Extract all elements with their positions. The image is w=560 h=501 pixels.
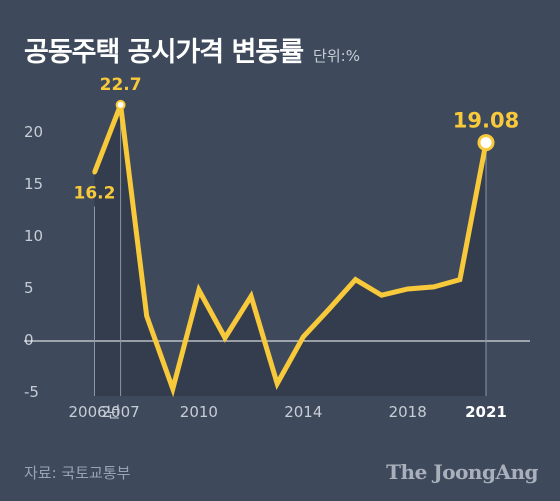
data-point: [327, 307, 331, 311]
y-tick-label: 20: [24, 123, 43, 141]
chart-title: 공동주택 공시가격 변동률: [24, 37, 304, 68]
data-point: [432, 285, 436, 289]
x-tick-label: 2007: [102, 403, 140, 421]
data-label: 16.2: [74, 184, 116, 204]
y-tick-label: 0: [24, 331, 34, 349]
y-tick-label: 5: [24, 279, 34, 297]
brand-logo: The JoongAng: [386, 460, 538, 484]
data-label: 22.7: [100, 75, 142, 95]
data-point: [458, 278, 462, 282]
data-point: [145, 314, 149, 318]
title-row: 공동주택 공시가격 변동률 단위:%: [24, 30, 360, 69]
data-point: [249, 294, 253, 298]
x-tick-label: 2014: [284, 403, 322, 421]
data-point: [275, 382, 279, 386]
data-point: [477, 134, 495, 152]
series-line: [92, 104, 489, 398]
data-label: 19.08: [453, 109, 519, 133]
data-point: [197, 288, 201, 292]
x-tick-label: 2018: [389, 403, 427, 421]
area-fill: [94, 104, 486, 397]
x-tick-label: 2010: [180, 403, 218, 421]
data-point: [301, 335, 305, 339]
data-point: [354, 278, 358, 282]
x-tick-label: 2006년: [69, 403, 121, 421]
data-point: [92, 170, 97, 175]
data-point: [223, 336, 227, 340]
y-tick-label: -5: [24, 383, 39, 401]
data-point: [171, 387, 175, 391]
data-point: [380, 293, 384, 297]
data-point: [115, 99, 126, 110]
y-tick-label: 10: [24, 227, 43, 245]
data-point: [406, 287, 410, 291]
y-tick-label: 15: [24, 175, 43, 193]
source-note: 자료: 국토교통부: [24, 464, 131, 482]
x-tick-label: 2021: [465, 403, 507, 421]
unit-label: 단위:%: [313, 47, 360, 65]
